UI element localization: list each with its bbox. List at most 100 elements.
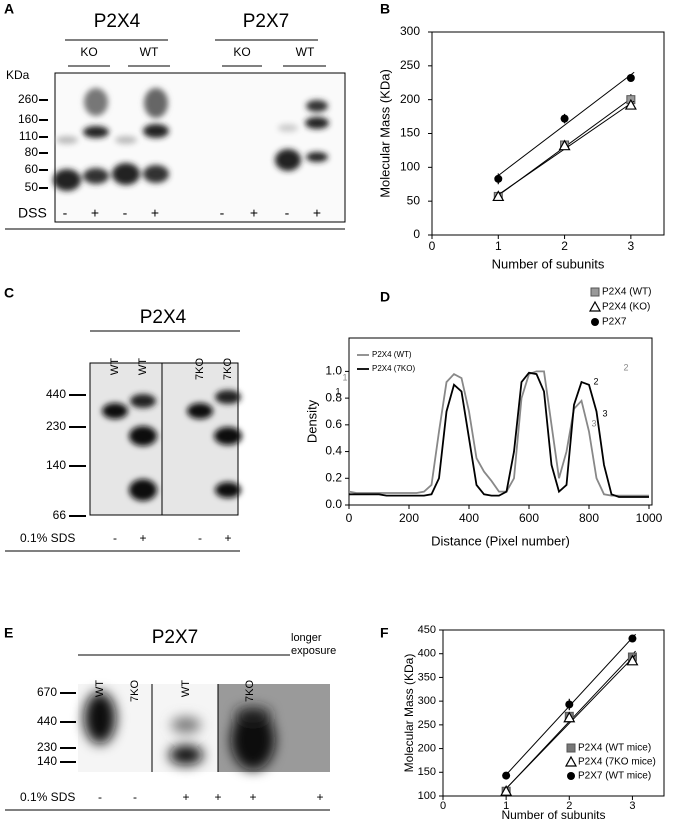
x-tick-label: 0 (346, 511, 353, 525)
lane-label: 7KO (222, 358, 234, 380)
mw-marker: 50 (25, 180, 39, 194)
treatment-label: 0.1% SDS (20, 531, 75, 545)
x-tick-label: 0 (440, 800, 446, 812)
blot-a: P2X4 P2X7 KO WT KO WT KDa DSS (5, 11, 346, 230)
y-tick-label: 150 (418, 766, 436, 778)
panel-letter: C (4, 285, 14, 301)
mw-marker: 260 (18, 92, 38, 106)
lane-label: 7KO (194, 358, 206, 380)
legend-label: P2X4 (WT mice) (578, 743, 651, 754)
legend-swatch (590, 287, 600, 297)
point (502, 771, 511, 780)
unit-label: KDa (6, 68, 30, 82)
plot-frame (442, 629, 665, 797)
y-tick-label: 100 (400, 160, 420, 174)
point (626, 74, 635, 83)
y-tick-label: 300 (418, 695, 436, 707)
mw-marker: 110 (19, 129, 38, 143)
lane-sign: - (133, 790, 137, 804)
panel-letter: E (4, 625, 13, 641)
point (558, 139, 571, 151)
lane-sign: + (139, 531, 146, 545)
x-tick-label: 400 (459, 511, 479, 525)
peak-label: 2 (593, 376, 598, 386)
bands (53, 88, 329, 191)
point (500, 785, 513, 796)
lane-sign: + (151, 205, 159, 221)
x-axis-label: Number of subunits (501, 808, 605, 822)
data-line (348, 370, 649, 497)
x-tick-label: 3 (629, 800, 635, 812)
blot-title: P2X7 (243, 11, 289, 32)
legend-swatch (566, 743, 576, 753)
point (494, 174, 503, 183)
y-tick-label: 0.2 (325, 470, 342, 484)
data-line (349, 371, 649, 498)
y-tick-label: 100 (418, 790, 436, 802)
blot-frame (89, 362, 239, 516)
legend-swatch (564, 755, 578, 767)
legend-label: P2X7 (WT mice) (578, 771, 651, 782)
lane-sign: - (285, 205, 290, 221)
y-tick-label: 300 (400, 24, 420, 38)
lane-label: WT (137, 358, 149, 375)
panel-letter: B (380, 1, 390, 17)
fit-line (502, 654, 636, 793)
y-tick-label: 350 (418, 671, 436, 683)
mw-marker: 160 (18, 112, 38, 126)
genotype: KO (233, 45, 250, 59)
point (563, 711, 576, 723)
x-axis-label: Number of subunits (492, 256, 605, 271)
genotype: WT (140, 45, 159, 59)
mw-marker: 440 (46, 387, 66, 401)
lane-sign: + (182, 790, 189, 804)
legend-label: P2X4 (KO) (602, 302, 650, 313)
lane-sign: - (63, 205, 68, 221)
blot-e: P2X7 0.1% SDS (5, 627, 330, 811)
point (565, 700, 574, 709)
mw-marker: 60 (25, 162, 39, 176)
y-tick-label: 250 (400, 58, 420, 72)
panel-letter: A (4, 1, 14, 17)
x-tick-label: 800 (579, 511, 599, 525)
blot-c: P2X4 0.1% SDS (5, 307, 242, 552)
point (624, 98, 637, 110)
exposure-note: longer exposure (291, 632, 337, 657)
y-tick-label: 0.6 (325, 417, 342, 431)
mw-marker: 66 (53, 508, 67, 522)
bands (84, 692, 275, 770)
lane-sign: - (113, 531, 117, 545)
y-tick-label: 0 (413, 227, 420, 241)
panel-letter: D (380, 289, 390, 305)
lane-label: WT (94, 680, 106, 697)
y-axis-label: Molecular Mass (KDa) (377, 69, 392, 198)
peak-label: 1 (335, 386, 340, 396)
mw-marker: 230 (37, 740, 57, 754)
lane-sign: + (91, 205, 99, 221)
x-tick-label: 0 (429, 239, 436, 253)
blot-title: P2X4 (94, 11, 141, 32)
point (628, 634, 637, 643)
legend-label: P2X7 (602, 317, 627, 328)
point (492, 190, 505, 202)
x-tick-label: 200 (399, 511, 419, 525)
y-tick-label: 50 (407, 193, 421, 207)
lane-sign: + (214, 790, 221, 804)
x-tick-label: 2 (561, 239, 568, 253)
legend-label: P2X4 (WT) (602, 287, 651, 298)
y-tick-label: 250 (418, 719, 436, 731)
lane-label: WT (109, 358, 121, 375)
x-axis-label: Distance (Pixel number) (431, 533, 570, 548)
legend-label: P2X4 (WT) (372, 350, 412, 359)
blot-title: P2X4 (140, 307, 187, 328)
lane-sign: + (224, 531, 231, 545)
y-tick-label: 200 (400, 92, 420, 106)
mw-marker: 140 (37, 754, 57, 768)
y-tick-label: 450 (418, 624, 436, 636)
fit-line (494, 71, 635, 179)
y-tick-label: 0.4 (325, 444, 342, 458)
legend-swatch (591, 318, 599, 326)
x-tick-label: 1 (503, 800, 509, 812)
